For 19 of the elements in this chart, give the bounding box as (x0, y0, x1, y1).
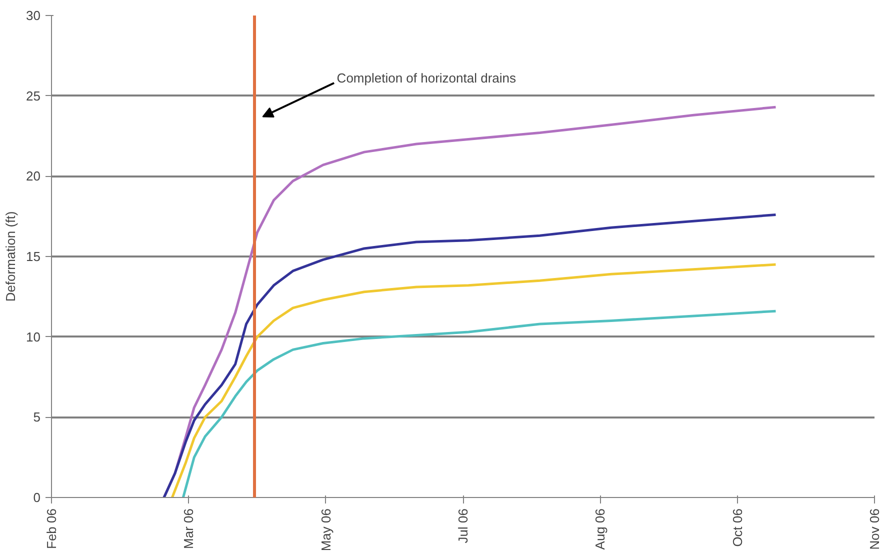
line-series (182, 310, 777, 498)
x-tick-label: Aug 06 (592, 508, 608, 550)
y-tick-label: 5 (33, 410, 41, 425)
line-series (170, 263, 777, 498)
line-series (162, 213, 777, 498)
x-tick-label: Mar 06 (181, 508, 196, 549)
y-tick-label: 20 (26, 168, 41, 184)
y-tick-label: 0 (33, 490, 41, 505)
y-axis-title: Deformation (ft) (3, 211, 18, 302)
x-tick-label: Oct 06 (730, 508, 745, 547)
y-tick-label: 25 (26, 88, 41, 104)
x-tick-label: Feb 06 (44, 508, 59, 549)
x-tick-label: Nov 06 (867, 508, 882, 550)
y-tick-label: 30 (26, 8, 41, 23)
y-tick-label: 15 (26, 249, 41, 264)
y-tick-label: 10 (26, 329, 41, 344)
x-tick-label: Jul 06 (456, 508, 470, 544)
x-tick-label: May 06 (318, 508, 334, 552)
ref-line-label: Completion of horizontal drains (336, 70, 517, 86)
